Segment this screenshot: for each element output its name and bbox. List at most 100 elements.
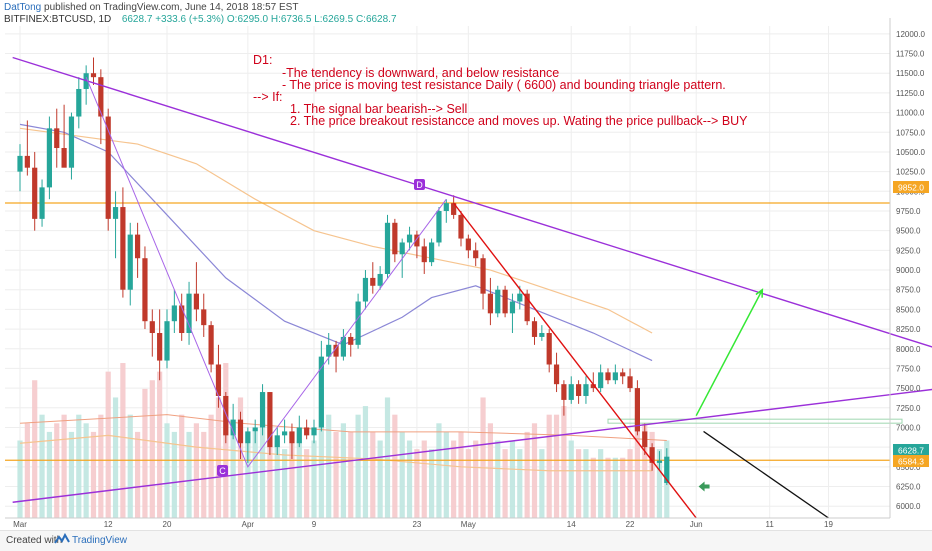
peak-marker[interactable]: D bbox=[414, 179, 425, 190]
candle-bearish bbox=[451, 203, 457, 215]
horizontal-levels bbox=[5, 202, 903, 461]
volume-bar bbox=[135, 431, 141, 518]
candle-bullish bbox=[509, 301, 516, 314]
volume-bar bbox=[384, 397, 391, 518]
candle-bullish bbox=[17, 155, 23, 172]
time-tick-label: Apr bbox=[242, 520, 255, 529]
candle-bearish bbox=[620, 372, 626, 377]
price-tick-label: 10500.0 bbox=[896, 148, 925, 157]
candle-bearish bbox=[370, 277, 376, 286]
candle-bullish bbox=[664, 456, 670, 483]
time-tick-label: 20 bbox=[163, 520, 172, 529]
time-tick-label: 19 bbox=[824, 520, 833, 529]
volume-bar bbox=[215, 397, 222, 518]
price-tick-label: 6500.0 bbox=[896, 463, 921, 472]
volume-bar bbox=[583, 449, 589, 518]
volume-bar bbox=[54, 423, 60, 518]
volume-bar bbox=[326, 414, 332, 518]
candle-bullish bbox=[399, 242, 405, 255]
note-line-3: - The price is moving test resistance Da… bbox=[282, 78, 726, 92]
volume-bar bbox=[458, 431, 464, 518]
volume-bar bbox=[517, 449, 523, 518]
candle-bearish bbox=[458, 214, 464, 239]
price-tick-label: 7500.0 bbox=[896, 384, 921, 393]
up-trendline bbox=[12, 388, 932, 503]
candle-bearish bbox=[487, 293, 493, 314]
tradingview-brand-link[interactable]: TradingView bbox=[72, 535, 128, 546]
red-trendline bbox=[453, 202, 697, 519]
candle-bearish bbox=[421, 246, 427, 263]
price-tick-label: 9250.0 bbox=[896, 246, 921, 255]
candle-bullish bbox=[259, 392, 266, 428]
volume-bar bbox=[598, 449, 604, 518]
volume-bar bbox=[627, 449, 633, 518]
symbol-header: BITFINEX:BTCUSD, 1D 6628.7 +333.6 (+5.3%… bbox=[4, 14, 397, 25]
volume-bar bbox=[561, 406, 567, 518]
price-tick-label: 7000.0 bbox=[896, 423, 921, 432]
last-price: 6628.7 bbox=[121, 14, 153, 25]
time-tick-label: 11 bbox=[766, 520, 775, 529]
volume-bar bbox=[127, 414, 133, 518]
low-value: L:6269.5 bbox=[314, 14, 354, 25]
candle-bearish bbox=[642, 431, 648, 448]
candle-bullish bbox=[127, 234, 133, 290]
author-link[interactable]: DatTong bbox=[4, 2, 42, 13]
moving-average-line bbox=[19, 127, 653, 334]
volume-bar bbox=[392, 414, 398, 518]
volume-bar bbox=[83, 423, 89, 518]
candle-bearish bbox=[502, 289, 508, 314]
price-axis[interactable]: 12000.0 11750.0 11500.0 11250.0 11000.0 10750… bbox=[889, 18, 925, 518]
footer-bar: Created with TradingView bbox=[0, 530, 932, 551]
volume-bar bbox=[186, 431, 192, 518]
candle-bullish bbox=[326, 344, 332, 357]
volume-bar bbox=[605, 457, 611, 518]
candlesticks bbox=[17, 57, 670, 485]
volume-bar bbox=[362, 406, 369, 518]
volume-bar bbox=[105, 371, 111, 518]
time-tick-label: 22 bbox=[626, 520, 635, 529]
volume-bar bbox=[443, 431, 449, 518]
volume-bar bbox=[620, 457, 626, 518]
candle-bearish bbox=[142, 258, 148, 322]
volume-bar bbox=[98, 414, 104, 518]
down-trendline bbox=[12, 56, 932, 348]
volume-bar bbox=[164, 423, 170, 518]
volume-bar bbox=[333, 431, 339, 518]
price-change: +333.6 (+5.3%) bbox=[155, 14, 225, 25]
volume-bar bbox=[142, 388, 148, 518]
candle-bullish bbox=[164, 321, 170, 361]
time-tick-label: Mar bbox=[13, 520, 27, 529]
candle-bearish bbox=[627, 376, 633, 389]
candle-bearish bbox=[590, 384, 596, 389]
candle-bearish bbox=[208, 325, 214, 365]
volume-bar bbox=[274, 440, 280, 518]
volume-bar bbox=[546, 414, 552, 518]
candle-bearish bbox=[465, 238, 471, 251]
candle-bullish bbox=[318, 356, 324, 428]
candle-bullish bbox=[274, 435, 280, 448]
candle-bearish bbox=[149, 321, 155, 334]
volume-bar bbox=[17, 440, 23, 518]
volume-bar bbox=[399, 431, 405, 518]
volume-bar bbox=[414, 449, 420, 518]
volume-bar bbox=[32, 380, 38, 518]
volume-bar bbox=[421, 440, 427, 518]
candle-bearish bbox=[289, 431, 295, 444]
volume-bar bbox=[649, 431, 655, 518]
volume-bar bbox=[311, 440, 317, 518]
price-chart[interactable]: 12000.0 11750.0 11500.0 11250.0 11000.0 10750… bbox=[0, 0, 932, 530]
price-tick-label: 11250.0 bbox=[896, 89, 925, 98]
candle-bearish bbox=[304, 427, 310, 436]
volume-bar bbox=[157, 371, 163, 518]
trough-marker[interactable]: C bbox=[217, 465, 228, 476]
time-axis[interactable]: Mar 12 20 Apr 9 23 May 14 22 Jun 11 19 bbox=[5, 517, 890, 529]
candle-bearish bbox=[561, 384, 567, 400]
volume-bar bbox=[39, 414, 45, 518]
candle-bullish bbox=[252, 427, 258, 432]
candle-bullish bbox=[436, 210, 442, 243]
candle-bearish bbox=[605, 372, 611, 381]
projection-line bbox=[703, 430, 829, 519]
high-value: H:6736.5 bbox=[270, 14, 312, 25]
created-with-text: Created with bbox=[6, 535, 63, 546]
tradingview-logo-icon[interactable] bbox=[54, 532, 70, 550]
